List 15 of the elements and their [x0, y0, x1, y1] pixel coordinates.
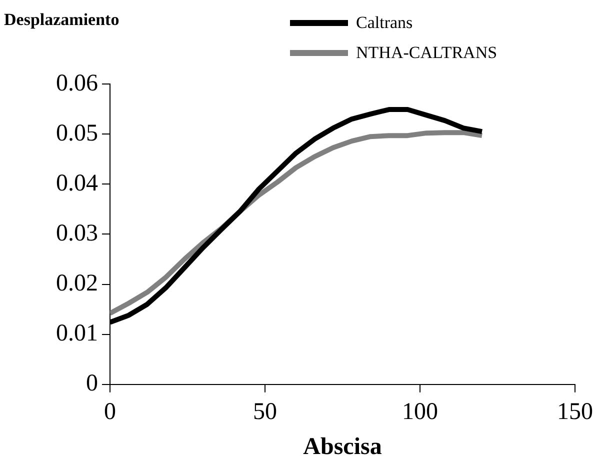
legend-label: NTHA-CALTRANS — [356, 43, 498, 63]
x-tick-label: 100 — [402, 399, 438, 426]
x-tick-label: 150 — [557, 399, 593, 426]
x-tick-label: 50 — [253, 399, 277, 426]
y-tick-label: 0 — [86, 370, 98, 397]
y-tick-label: 0.02 — [56, 270, 98, 297]
y-axis-title: Desplazamiento — [4, 10, 120, 30]
y-tick-label: 0.06 — [56, 70, 98, 96]
y-tick-label: 0.05 — [56, 120, 98, 146]
y-tick-label: 0.01 — [56, 320, 98, 347]
x-tick-label: 0 — [104, 399, 116, 426]
y-tick-label: 0.03 — [56, 220, 98, 246]
y-tick-label: 0.04 — [56, 170, 98, 196]
legend-label: Caltrans — [356, 13, 413, 33]
x-axis-title: Abscisa — [303, 434, 382, 460]
